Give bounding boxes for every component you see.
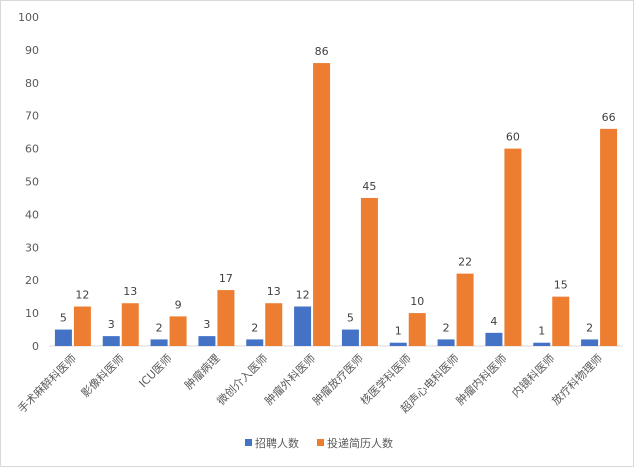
data-label: 15 (554, 279, 568, 292)
bar-recruit (389, 342, 407, 346)
y-tick-label: 20 (25, 274, 39, 287)
data-label: 3 (108, 318, 115, 331)
bar-recruit (485, 332, 503, 346)
category-label: 肿瘤内科医师 (453, 351, 510, 408)
bar-resume (360, 197, 378, 346)
bar-resume (552, 296, 570, 346)
data-label: 5 (60, 312, 67, 325)
data-label: 12 (75, 289, 89, 302)
bar-resume (73, 306, 91, 346)
data-label: 13 (267, 285, 281, 298)
legend: 招聘人数 投递简历人数 (245, 436, 393, 450)
y-tick-label: 40 (25, 208, 39, 221)
bar-resume (456, 273, 474, 346)
data-label: 2 (443, 321, 450, 334)
data-label: 1 (538, 325, 545, 338)
data-label: 10 (410, 295, 424, 308)
bar-resume (408, 313, 426, 346)
data-label: 2 (251, 321, 258, 334)
category-label: 手术麻醉科医师 (15, 351, 79, 415)
category-label: 影像科医师 (78, 351, 127, 400)
y-tick-label: 90 (25, 44, 39, 57)
y-tick-label: 70 (25, 110, 39, 123)
y-tick-label: 30 (25, 241, 39, 254)
category-label: ICU医师 (137, 352, 175, 390)
bar-recruit (54, 329, 72, 346)
bar-resume (504, 148, 522, 346)
data-label: 9 (175, 298, 182, 311)
data-label: 12 (296, 289, 310, 302)
bar-recruit (581, 339, 599, 346)
data-label: 5 (347, 312, 354, 325)
data-label: 4 (490, 315, 497, 328)
data-label: 17 (219, 272, 233, 285)
data-label: 22 (458, 256, 472, 269)
bar-recruit (150, 339, 168, 346)
category-label: 肿瘤病理 (182, 351, 223, 392)
category-label: 内镜科医师 (509, 351, 558, 400)
y-tick-label: 60 (25, 143, 39, 156)
bar-resume (169, 316, 187, 346)
bar-recruit (341, 329, 359, 346)
data-label: 13 (123, 285, 137, 298)
bars (54, 63, 618, 347)
bar-resume (600, 128, 618, 346)
y-tick-label: 0 (32, 340, 39, 353)
bar-recruit (246, 339, 264, 346)
y-tick-label: 50 (25, 176, 39, 189)
bar-recruit (533, 342, 551, 346)
y-tick-label: 80 (25, 77, 39, 90)
bar-resume (313, 63, 331, 347)
legend-swatch (245, 439, 252, 446)
bar-recruit (102, 336, 120, 346)
data-label: 2 (156, 321, 163, 334)
y-tick-label: 10 (25, 307, 39, 320)
data-label: 1 (395, 325, 402, 338)
bar-recruit (437, 339, 455, 346)
data-label: 2 (586, 321, 593, 334)
bar-resume (265, 303, 283, 346)
y-tick-label: 100 (18, 11, 39, 24)
bar-resume (217, 290, 235, 346)
data-label: 45 (362, 180, 376, 193)
data-label: 86 (315, 45, 329, 58)
bar-recruit (198, 336, 216, 346)
legend-swatch (317, 439, 324, 446)
category-label: 放疗科物理师 (549, 351, 606, 408)
legend-label: 投递简历人数 (327, 436, 393, 450)
data-label: 66 (602, 111, 616, 124)
data-label: 3 (203, 318, 210, 331)
legend-label: 招聘人数 (255, 436, 299, 450)
data-label: 60 (506, 131, 520, 144)
x-axis-categories: 手术麻醉科医师 影像科医师 ICU医师 肿瘤病理微创介入医师肿瘤外科医师肿瘤放疗医师核… (15, 351, 606, 415)
bar-recruit (294, 306, 312, 346)
y-axis: 0 10 20 30 40 50 60 70 80 90 100 (18, 11, 39, 353)
bar-resume (121, 303, 139, 346)
